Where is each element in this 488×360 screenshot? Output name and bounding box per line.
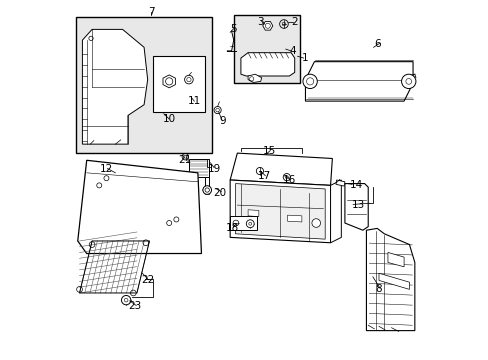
Polygon shape: [163, 75, 175, 88]
Text: 2: 2: [290, 17, 297, 27]
Text: 10: 10: [163, 114, 175, 124]
Polygon shape: [305, 62, 412, 101]
Text: 13: 13: [351, 200, 365, 210]
Polygon shape: [247, 74, 261, 82]
Text: 19: 19: [207, 164, 220, 174]
Polygon shape: [287, 215, 301, 222]
Circle shape: [311, 219, 320, 227]
Text: 9: 9: [219, 116, 225, 126]
Polygon shape: [78, 160, 201, 253]
Polygon shape: [204, 160, 209, 187]
Ellipse shape: [140, 198, 155, 205]
Circle shape: [303, 74, 317, 89]
Text: 16: 16: [282, 175, 295, 185]
Polygon shape: [82, 30, 147, 144]
Polygon shape: [241, 53, 294, 76]
Text: 14: 14: [349, 180, 363, 190]
Text: 22: 22: [141, 275, 154, 285]
Text: 4: 4: [289, 46, 295, 56]
Polygon shape: [366, 228, 414, 330]
Text: 6: 6: [373, 39, 380, 49]
Polygon shape: [188, 159, 208, 177]
Text: 21: 21: [178, 155, 192, 165]
Text: 5: 5: [230, 24, 237, 35]
Text: 7: 7: [148, 7, 154, 17]
Text: 12: 12: [100, 164, 113, 174]
Text: 1: 1: [301, 53, 308, 63]
Bar: [76, 17, 212, 153]
Polygon shape: [230, 180, 330, 243]
Text: 17: 17: [257, 171, 270, 181]
Text: 3: 3: [257, 17, 264, 27]
Polygon shape: [387, 252, 403, 267]
Text: 18: 18: [225, 224, 238, 233]
Text: 11: 11: [187, 96, 201, 106]
Text: 23: 23: [128, 301, 142, 311]
Circle shape: [401, 74, 415, 89]
Polygon shape: [230, 216, 257, 230]
Bar: [233, 15, 300, 83]
Polygon shape: [335, 180, 344, 186]
Text: 20: 20: [212, 188, 225, 198]
Circle shape: [203, 186, 211, 194]
Polygon shape: [378, 273, 408, 289]
Polygon shape: [230, 153, 332, 185]
Circle shape: [246, 220, 254, 228]
Text: 8: 8: [375, 284, 382, 294]
Polygon shape: [330, 180, 341, 243]
Polygon shape: [235, 184, 325, 239]
Polygon shape: [344, 184, 367, 230]
Polygon shape: [262, 22, 272, 30]
Bar: [153, 56, 204, 112]
Text: 15: 15: [263, 146, 276, 156]
Polygon shape: [247, 210, 258, 217]
Circle shape: [121, 296, 131, 305]
